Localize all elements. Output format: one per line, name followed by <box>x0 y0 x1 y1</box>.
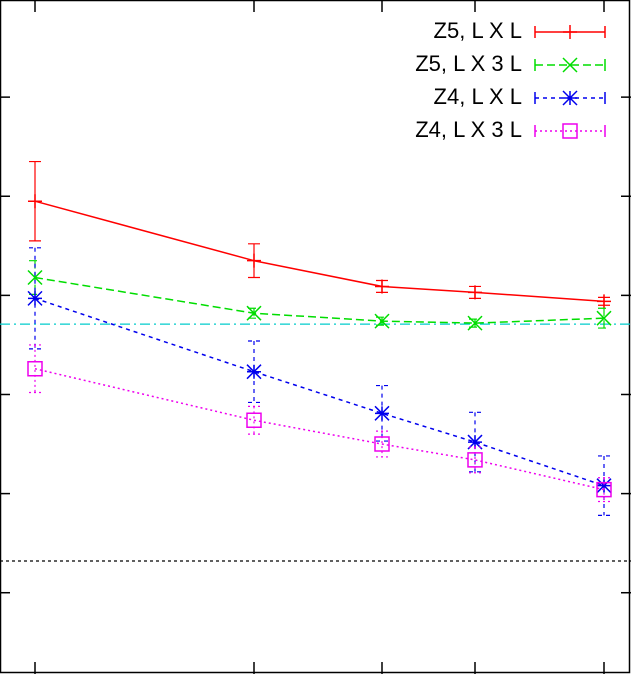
error-bar <box>29 344 41 394</box>
legend-swatch <box>534 92 606 104</box>
error-bar <box>469 446 481 474</box>
marker <box>374 436 390 452</box>
error-bar <box>598 307 610 329</box>
error-bar <box>376 430 388 458</box>
marker <box>27 269 43 286</box>
marker <box>467 434 483 450</box>
marker <box>246 412 262 429</box>
marker <box>247 253 261 268</box>
marker <box>467 315 483 331</box>
marker <box>374 313 390 329</box>
marker <box>374 405 390 421</box>
marker <box>27 290 43 306</box>
legend-swatch <box>534 26 606 38</box>
marker <box>28 194 42 209</box>
marker <box>562 123 578 139</box>
marker <box>467 452 483 468</box>
legend-swatch <box>534 59 606 71</box>
series-line <box>34 276 605 324</box>
marker <box>596 310 612 326</box>
error-bar <box>598 455 610 517</box>
marker <box>246 364 262 380</box>
error-bar <box>248 340 260 404</box>
marker <box>597 294 611 309</box>
error-bar <box>248 405 260 435</box>
series-line <box>34 200 605 303</box>
legend-swatch <box>534 125 606 137</box>
marker <box>596 481 612 498</box>
legend-label: Z5, L X L <box>434 18 522 43</box>
marker <box>562 90 578 106</box>
series-line <box>34 297 605 487</box>
marker <box>375 279 389 294</box>
marker <box>27 360 43 377</box>
marker <box>562 57 578 73</box>
legend-label: Z5, L X 3 L <box>415 51 522 76</box>
error-bar <box>469 411 481 473</box>
marker <box>563 25 577 39</box>
marker <box>468 285 482 300</box>
marker <box>596 478 612 494</box>
marker <box>246 305 262 321</box>
legend-label: Z4, L X L <box>434 84 522 109</box>
legend-label: Z4, L X 3 L <box>415 117 522 142</box>
series-line <box>34 367 605 491</box>
error-bar <box>598 477 610 503</box>
